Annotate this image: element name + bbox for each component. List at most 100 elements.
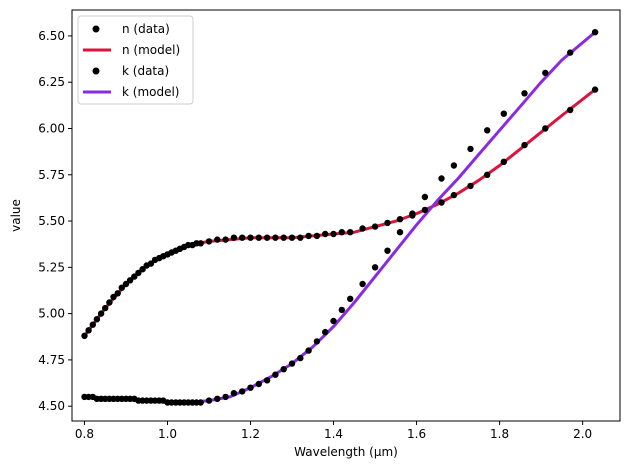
k-data-point: [338, 306, 345, 314]
n-data-point: [135, 269, 142, 277]
n-data-point: [567, 106, 574, 114]
n-data-point: [131, 273, 138, 280]
legend-marker-k-data: [92, 67, 100, 75]
k-data-point: [500, 110, 507, 117]
k-data-point: [280, 366, 287, 373]
k-data-point: [359, 280, 366, 288]
k-data-point: [288, 360, 296, 367]
legend-label-n-model: n (model): [122, 43, 180, 57]
k-data-point: [313, 338, 321, 345]
n-data-point: [106, 299, 113, 306]
x-tick-label: 1.0: [158, 427, 177, 441]
y-tick-label: 5.00: [38, 307, 65, 321]
k-data-point: [214, 395, 221, 402]
n-data-point: [122, 280, 130, 288]
k-data-point: [322, 328, 329, 336]
legend: n (data) n (model) k (data) k (model): [77, 15, 194, 105]
n-data-point: [371, 223, 379, 230]
k-data-point: [542, 69, 549, 77]
x-tick-label: 1.2: [241, 427, 260, 441]
n-data-point: [421, 206, 429, 214]
n-data-point: [384, 219, 391, 227]
n-data-point: [467, 182, 474, 190]
n-data-point: [396, 216, 404, 223]
n-data-point: [521, 141, 528, 149]
n-data-point: [102, 304, 109, 312]
x-tick-label: 0.8: [75, 427, 94, 441]
n-data-point: [139, 266, 146, 273]
x-axis-label: Wavelength (μm): [294, 445, 398, 459]
y-tick-label: 6.00: [38, 121, 65, 135]
n-data-point: [297, 234, 304, 241]
n-data-point: [305, 232, 312, 240]
n-data-point: [247, 234, 254, 241]
n-data-point: [313, 232, 321, 240]
x-axis: 0.8 1.0 1.2 1.4 1.6 1.8 2.0: [75, 421, 592, 441]
k-data-point: [330, 317, 337, 325]
n-data-point: [222, 236, 229, 243]
k-data-point: [272, 371, 279, 378]
n-data-point: [263, 234, 271, 241]
n-data-point: [85, 327, 92, 334]
n-data-point: [214, 236, 221, 243]
n-data-point: [126, 277, 134, 284]
n-data-point: [255, 234, 262, 241]
legend-label-n-data: n (data): [122, 22, 170, 36]
plot-content: [81, 29, 599, 406]
n-data-point: [338, 229, 345, 236]
k-data-point: [438, 175, 445, 182]
k-data-point: [421, 193, 429, 201]
n-data-point: [230, 234, 238, 241]
k-data-point: [371, 264, 379, 271]
n-data-point: [438, 199, 445, 206]
n-data-point: [272, 234, 279, 241]
n-data-point: [205, 238, 213, 245]
k-data-point: [409, 210, 416, 217]
plot-frame: [71, 9, 621, 422]
k-data-point: [591, 29, 599, 36]
n-data-point: [197, 240, 204, 247]
k-data-point: [467, 145, 474, 153]
y-tick-label: 5.50: [38, 214, 65, 228]
n-data-point: [97, 310, 105, 317]
n-data-point: [147, 260, 155, 267]
y-axis: 4.50 4.75 5.00 5.25 5.50 5.75 6.00 6.25 6.50: [38, 29, 72, 413]
k-data-point: [197, 399, 204, 406]
x-tick-label: 1.4: [324, 427, 343, 441]
k-data-point: [230, 390, 238, 397]
y-tick-label: 4.75: [38, 353, 65, 367]
n-data-point: [500, 158, 507, 165]
k-data-point: [205, 397, 213, 404]
k-data-point: [484, 127, 491, 134]
n-data-point: [93, 316, 101, 323]
n-data-point: [114, 290, 121, 297]
n-data-point: [450, 191, 458, 199]
k-data-point: [255, 380, 262, 388]
y-tick-label: 5.25: [38, 260, 65, 274]
legend-label-k-model: k (model): [122, 85, 180, 99]
k-data-point: [450, 162, 458, 169]
n-data-point: [239, 234, 246, 241]
k-data-point: [247, 384, 254, 391]
n-data-point: [118, 284, 126, 291]
k-data-point: [396, 229, 404, 236]
n-data-point: [484, 171, 491, 178]
n-data-point: [359, 225, 366, 232]
x-tick-label: 1.6: [407, 427, 426, 441]
y-tick-label: 6.50: [38, 29, 65, 43]
y-tick-label: 6.25: [38, 75, 65, 89]
legend-marker-n-data: [92, 25, 100, 33]
n-data-point: [110, 293, 117, 301]
y-axis-label: value: [9, 199, 23, 232]
n-data-point: [288, 234, 296, 241]
n-data-point: [591, 86, 599, 93]
legend-box: [77, 15, 194, 105]
k-data-point: [521, 90, 528, 97]
n-data-point: [542, 125, 549, 132]
y-tick-label: 4.50: [38, 399, 65, 413]
y-tick-label: 5.75: [38, 168, 65, 182]
k-data-point: [222, 393, 229, 401]
n-data-point: [347, 229, 354, 236]
x-tick-label: 1.8: [490, 427, 509, 441]
